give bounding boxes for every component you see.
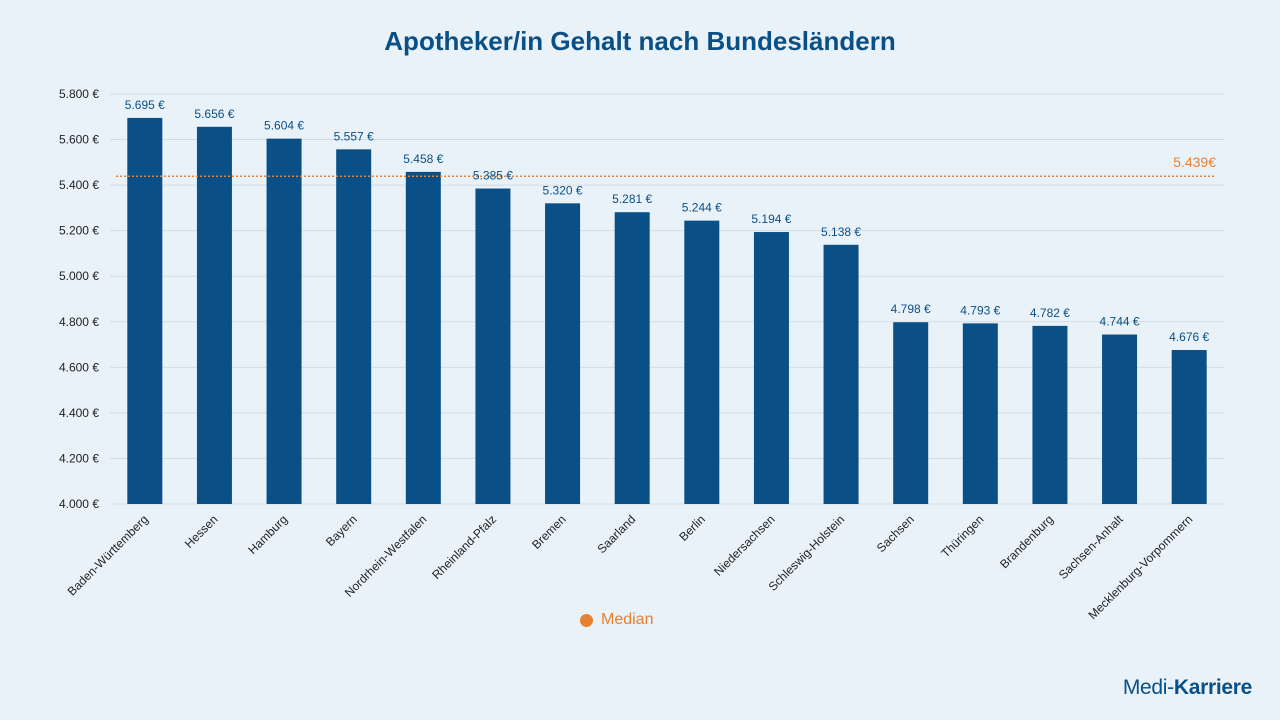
x-tick-label: Rheinland-Pfalz (429, 512, 499, 582)
x-tick-label: Hamburg (245, 512, 290, 557)
x-tick-label: Bayern (323, 512, 360, 549)
x-axis-ticks: Baden-Württemberg Hessen Hamburg BayernNord… (65, 512, 1196, 622)
x-tick-label: Brandenburg (997, 512, 1056, 571)
bar (684, 220, 720, 504)
y-tick-label: 5.000 € (59, 269, 99, 283)
bar (545, 203, 581, 505)
data-label: 5.604 € (264, 119, 304, 133)
x-tick-label: Baden-Württemberg (65, 512, 151, 598)
bar (475, 188, 511, 504)
legend-median-marker (580, 613, 593, 627)
bar (753, 232, 789, 505)
legend-median-label: Median (601, 611, 654, 628)
bars (127, 117, 1207, 505)
data-label: 5.194 € (751, 212, 791, 226)
chart-title: Apotheker/in Gehalt nach Bundesländern (384, 26, 896, 56)
bar (405, 171, 441, 504)
data-label: 5.458 € (403, 152, 443, 166)
data-label: 5.557 € (334, 129, 374, 143)
data-label: 5.656 € (194, 107, 234, 121)
median-label: 5.439€ (1173, 154, 1216, 170)
x-tick-label: Bremen (529, 512, 569, 552)
y-tick-label: 4.800 € (59, 315, 99, 329)
y-tick-label: 5.200 € (59, 224, 99, 238)
bar (266, 138, 302, 504)
data-label: 5.695 € (125, 98, 165, 112)
y-tick-label: 5.600 € (59, 133, 99, 147)
median-line-group: 5.439€ (116, 154, 1216, 177)
y-tick-label: 4.000 € (59, 497, 99, 511)
bar (1171, 350, 1207, 504)
x-tick-label: Schleswig-Holstein (766, 512, 848, 594)
data-label: 4.782 € (1030, 306, 1070, 320)
x-tick-label: Thüringen (938, 512, 986, 560)
data-label: 5.385 € (473, 169, 513, 183)
x-tick-label: Saarland (594, 512, 638, 556)
brand-logo-part1: Medi- (1122, 676, 1174, 699)
bar (823, 244, 859, 505)
brand-logo-part2: Karriere (1173, 676, 1252, 699)
x-tick-label: Niedersachsen (711, 512, 778, 579)
x-tick-label: Sachsen (874, 512, 917, 555)
data-label: 4.798 € (891, 302, 931, 316)
bar (893, 322, 929, 504)
data-label: 4.793 € (960, 303, 1000, 317)
data-label: 5.281 € (612, 192, 652, 206)
x-tick-label: Hessen (182, 512, 221, 551)
data-label: 4.676 € (1169, 330, 1209, 344)
y-tick-label: 4.200 € (59, 451, 99, 465)
bar (962, 323, 998, 504)
bar (336, 149, 372, 504)
bar (196, 126, 232, 505)
data-label: 5.244 € (682, 201, 722, 215)
legend: Median (580, 611, 653, 629)
data-label: 4.744 € (1100, 315, 1140, 329)
x-tick-label: Berlin (676, 512, 708, 544)
bar (614, 212, 650, 504)
value-labels: 5.695 € 5.656 € 5.604 € 5.557 € 5.458 € 5.385… (125, 98, 1210, 344)
y-tick-label: 5.800 € (59, 87, 99, 101)
bar (127, 117, 163, 505)
y-axis-ticks: 4.000 € 4.200 € 4.400 € 4.600 € 4.800 € 5.000… (59, 87, 99, 511)
x-tick-label: Sachsen-Anhalt (1056, 512, 1126, 582)
y-tick-label: 4.600 € (59, 360, 99, 374)
y-tick-label: 5.400 € (59, 178, 99, 192)
bar (1032, 325, 1068, 504)
y-tick-label: 4.400 € (59, 406, 99, 420)
bar (1102, 334, 1138, 504)
data-label: 5.138 € (821, 225, 861, 239)
data-label: 5.320 € (543, 183, 583, 197)
brand-logo: Medi-Karriere (1123, 676, 1252, 700)
